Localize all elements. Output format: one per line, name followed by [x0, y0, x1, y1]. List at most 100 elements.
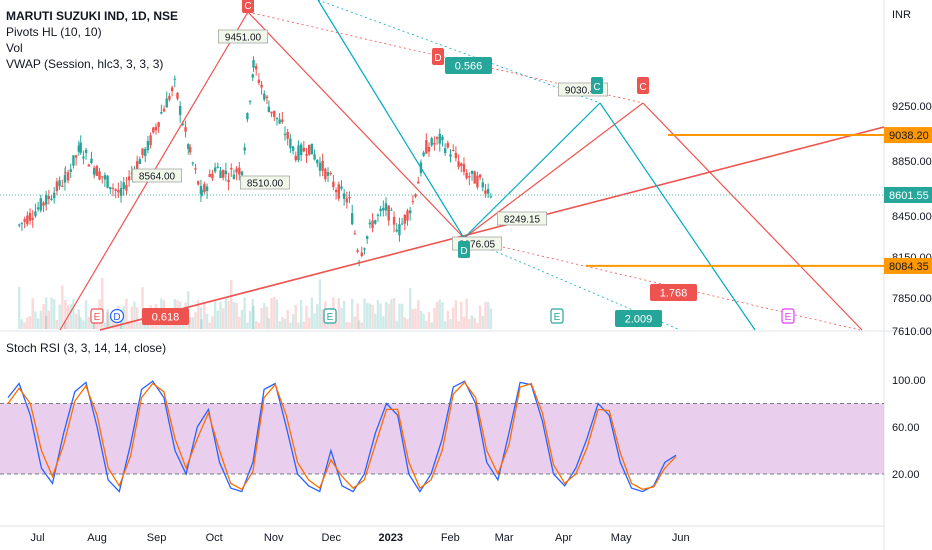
time-tick-label: Apr: [555, 532, 572, 544]
price-badge: [884, 257, 932, 274]
volume-bar: [55, 319, 59, 329]
volume-bar: [371, 304, 374, 329]
volume-bar: [473, 317, 476, 329]
volume-bar: [403, 317, 407, 329]
candle-body: [422, 152, 425, 156]
volume-bar: [468, 319, 471, 329]
candle-body: [47, 196, 51, 200]
candle-body: [473, 171, 476, 184]
volume-bar: [384, 301, 388, 329]
candle-body: [281, 119, 284, 123]
price-tick-label: 7610.00: [892, 326, 932, 338]
volume-bar: [205, 313, 209, 329]
volume-bar: [270, 297, 273, 329]
volume-bar: [23, 322, 26, 329]
candle-body: [61, 185, 64, 187]
volume-bar: [34, 311, 37, 329]
volume-bar: [197, 300, 200, 329]
rsi-legend[interactable]: Stoch RSI (3, 3, 14, 14, close): [6, 340, 166, 356]
event-marker-label: D: [113, 312, 120, 323]
candle-body: [63, 175, 67, 183]
candle-body: [154, 126, 158, 131]
price-badge: [884, 186, 932, 203]
volume-bar: [69, 304, 72, 329]
candle-body: [468, 176, 471, 178]
candle-body: [79, 142, 82, 153]
candle-body: [69, 169, 72, 172]
volume-bar: [462, 316, 466, 329]
candle-body: [400, 223, 404, 225]
candle-body: [101, 176, 104, 178]
volume-bar: [216, 310, 220, 329]
candle-body: [255, 66, 258, 70]
volume-bar: [411, 309, 415, 329]
volume-bar: [419, 310, 423, 329]
candle-body: [187, 144, 190, 149]
price-badge-label: 8084.35: [889, 261, 929, 273]
candle-body: [395, 229, 398, 232]
volume-bar: [484, 302, 487, 329]
candle-body: [384, 203, 388, 211]
volume-bar: [337, 298, 340, 329]
volume-bar: [342, 300, 346, 329]
candle-body: [50, 198, 53, 201]
candle-body: [308, 144, 311, 155]
volume-bar: [318, 279, 322, 329]
volume-bar: [356, 303, 359, 329]
indicator-vwap[interactable]: VWAP (Session, hlc3, 3, 3, 3): [6, 57, 164, 71]
volume-bar: [392, 298, 396, 329]
candle-body: [84, 149, 88, 153]
candle-body: [368, 222, 372, 225]
candle-body: [411, 201, 415, 203]
candles: [18, 56, 493, 267]
volume-bar: [127, 320, 131, 329]
candle-body: [117, 189, 120, 193]
candle-body: [379, 208, 382, 212]
volume-bar: [103, 322, 107, 329]
candle-body: [489, 196, 493, 198]
candle-body: [138, 159, 142, 165]
time-tick-label: Aug: [87, 532, 107, 544]
candle-body: [98, 171, 101, 180]
candle-body: [82, 156, 85, 159]
pattern-point-marker: [242, 0, 254, 13]
volume-bar: [199, 307, 203, 329]
volume-bar: [457, 321, 460, 329]
candle-body: [44, 194, 48, 205]
volume-bar: [141, 287, 144, 329]
candle-body: [235, 168, 238, 173]
candle-body: [200, 189, 203, 196]
volume-bar: [31, 298, 34, 329]
indicator-pivots[interactable]: Pivots HL (10, 10): [6, 25, 102, 39]
candle-body: [340, 186, 343, 189]
candle-body: [433, 142, 436, 145]
candle-body: [64, 172, 67, 174]
pattern-point-label: C: [639, 82, 646, 93]
rsi-tick-label: 60.00: [892, 422, 920, 434]
candle-body: [119, 192, 123, 196]
candle-body: [252, 60, 255, 68]
event-marker-shape: [323, 308, 337, 324]
candle-body: [430, 138, 433, 146]
candle-body: [417, 181, 420, 184]
candle-body: [95, 166, 99, 176]
rsi-title: Stoch RSI (3, 3, 14, 14, close): [6, 341, 167, 355]
volume-bar: [188, 317, 192, 329]
candle-body: [188, 147, 192, 153]
volume-bar: [291, 314, 295, 329]
volume-bar: [486, 301, 490, 329]
candle-body: [427, 147, 431, 152]
candle-body: [297, 145, 300, 161]
volume-bar: [267, 318, 271, 329]
rsi-series-D: [7, 381, 677, 491]
pivot-label-box: [496, 211, 547, 226]
pattern-point-marker: [432, 48, 444, 65]
candle-body: [240, 171, 244, 176]
pattern-point-marker: [637, 77, 649, 94]
indicator-vol[interactable]: Vol: [6, 41, 23, 55]
volume-bar: [79, 317, 82, 329]
time-tick-label: Dec: [321, 532, 341, 544]
ratio-label: 1.768: [660, 288, 688, 300]
candle-body: [390, 209, 393, 211]
